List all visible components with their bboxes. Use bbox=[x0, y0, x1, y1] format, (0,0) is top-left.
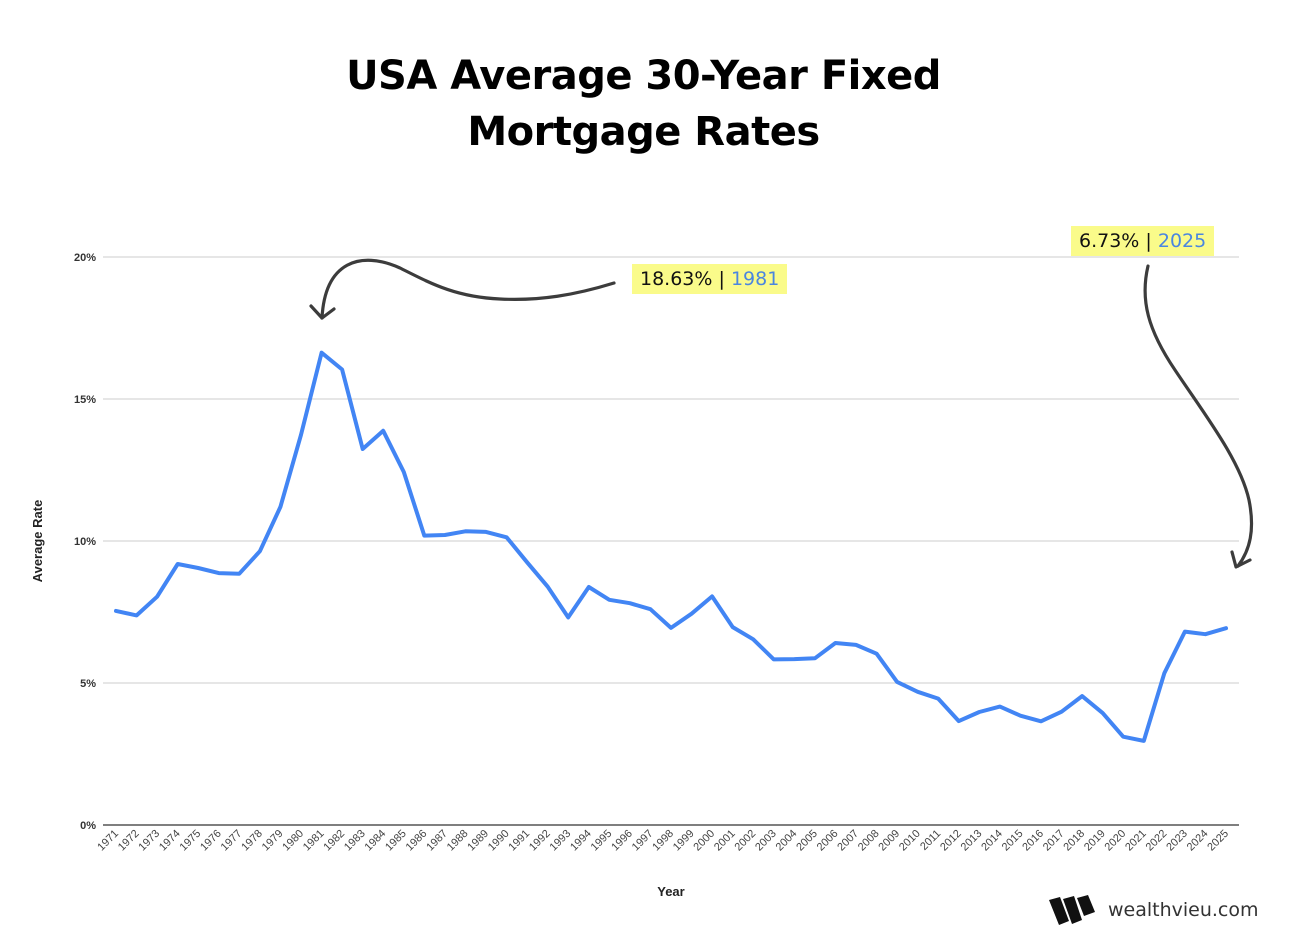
x-tick-label: 1992 bbox=[527, 828, 553, 854]
x-tick-label: 1977 bbox=[219, 828, 245, 854]
x-tick-label: 2020 bbox=[1103, 828, 1129, 854]
y-tick-label: 5% bbox=[80, 678, 96, 690]
x-axis-ticks: 1971197219731974197519761977197819791980… bbox=[95, 828, 1231, 854]
x-tick-label: 2016 bbox=[1020, 828, 1046, 854]
annotation-1981-value: 18.63% bbox=[640, 268, 713, 290]
x-tick-label: 2024 bbox=[1185, 828, 1211, 854]
x-tick-label: 2010 bbox=[897, 828, 923, 854]
x-tick-label: 2004 bbox=[774, 828, 800, 854]
x-tick-label: 1999 bbox=[671, 828, 697, 854]
x-tick-label: 1982 bbox=[321, 828, 347, 854]
x-tick-label: 2022 bbox=[1144, 828, 1170, 854]
x-tick-label: 2009 bbox=[876, 828, 902, 854]
x-tick-label: 2006 bbox=[815, 828, 841, 854]
x-tick-label: 1995 bbox=[589, 828, 615, 854]
x-tick-label: 2025 bbox=[1205, 828, 1231, 854]
x-tick-label: 1979 bbox=[260, 828, 286, 854]
x-tick-label: 1976 bbox=[198, 828, 224, 854]
chart-title-line-2: Mortgage Rates bbox=[467, 109, 820, 155]
y-tick-label: 20% bbox=[74, 252, 96, 264]
x-tick-label: 2005 bbox=[794, 828, 820, 854]
wealthvieu-w-logo-icon bbox=[1049, 895, 1095, 925]
x-tick-label: 1984 bbox=[363, 828, 389, 854]
x-tick-label: 1978 bbox=[239, 828, 265, 854]
y-axis-ticks: 0% 5% 10% 15% 20% bbox=[74, 252, 96, 832]
x-tick-label: 1996 bbox=[609, 828, 635, 854]
x-tick-label: 1980 bbox=[280, 828, 306, 854]
annotation-2025-value: 6.73% bbox=[1079, 230, 1140, 252]
rate-line bbox=[114, 350, 1228, 743]
x-tick-label: 1989 bbox=[465, 828, 491, 854]
x-tick-label: 2001 bbox=[712, 828, 738, 854]
x-tick-label: 1998 bbox=[650, 828, 676, 854]
x-tick-label: 2017 bbox=[1041, 828, 1067, 854]
y-axis-label: Average Rate bbox=[30, 500, 45, 583]
x-tick-label: 2018 bbox=[1061, 828, 1087, 854]
x-tick-label: 1990 bbox=[486, 828, 512, 854]
x-tick-label: 2013 bbox=[959, 828, 985, 854]
x-tick-label: 1987 bbox=[424, 828, 450, 854]
x-tick-label: 1981 bbox=[301, 828, 327, 854]
x-tick-label: 2012 bbox=[938, 828, 964, 854]
x-tick-label: 1973 bbox=[136, 828, 162, 854]
x-tick-label: 1974 bbox=[157, 828, 183, 854]
annotation-1981-separator: | bbox=[718, 268, 725, 290]
x-tick-label: 1991 bbox=[506, 828, 532, 854]
x-tick-label: 1972 bbox=[116, 828, 142, 854]
brand-name: wealthvieu.com bbox=[1108, 899, 1259, 921]
x-tick-label: 1997 bbox=[630, 828, 656, 854]
chart-title-line-1: USA Average 30-Year Fixed bbox=[346, 53, 941, 99]
x-tick-label: 2014 bbox=[979, 828, 1005, 854]
annotation-2025-separator: | bbox=[1145, 230, 1152, 252]
y-tick-label: 10% bbox=[74, 536, 96, 548]
annotation-1981: 18.63% | 1981 bbox=[632, 264, 788, 294]
x-tick-label: 2015 bbox=[1000, 828, 1026, 854]
y-tick-label: 0% bbox=[80, 820, 96, 832]
x-tick-label: 2011 bbox=[918, 828, 943, 853]
x-tick-label: 2003 bbox=[753, 828, 779, 854]
x-tick-label: 2023 bbox=[1164, 828, 1190, 854]
gridlines bbox=[103, 256, 1239, 826]
annotation-1981-year: 1981 bbox=[730, 268, 780, 290]
y-tick-label: 15% bbox=[74, 394, 96, 406]
x-tick-label: 2008 bbox=[856, 828, 882, 854]
annotation-2025: 6.73% | 2025 bbox=[1071, 226, 1215, 256]
x-tick-label: 1975 bbox=[178, 828, 204, 854]
chart-title: USA Average 30-Year Fixed Mortgage Rates bbox=[0, 48, 1287, 160]
x-tick-label: 2000 bbox=[691, 828, 717, 854]
arrow-1981-icon bbox=[309, 258, 616, 320]
x-tick-label: 2021 bbox=[1123, 828, 1149, 854]
x-tick-label: 1983 bbox=[342, 828, 368, 854]
x-tick-label: 1994 bbox=[568, 828, 594, 854]
x-tick-label: 1986 bbox=[404, 828, 430, 854]
brand-logo: wealthvieu.com bbox=[1048, 894, 1259, 926]
x-tick-label: 1971 bbox=[95, 828, 121, 854]
x-tick-label: 1985 bbox=[383, 828, 409, 854]
x-tick-label: 1993 bbox=[548, 828, 574, 854]
arrow-2025-icon bbox=[1143, 264, 1254, 569]
x-axis-label: Year bbox=[657, 884, 684, 899]
x-tick-label: 2002 bbox=[733, 828, 759, 854]
x-tick-label: 2019 bbox=[1082, 828, 1108, 854]
x-tick-label: 2007 bbox=[835, 828, 861, 854]
x-tick-label: 1988 bbox=[445, 828, 471, 854]
annotation-2025-year: 2025 bbox=[1157, 230, 1207, 252]
